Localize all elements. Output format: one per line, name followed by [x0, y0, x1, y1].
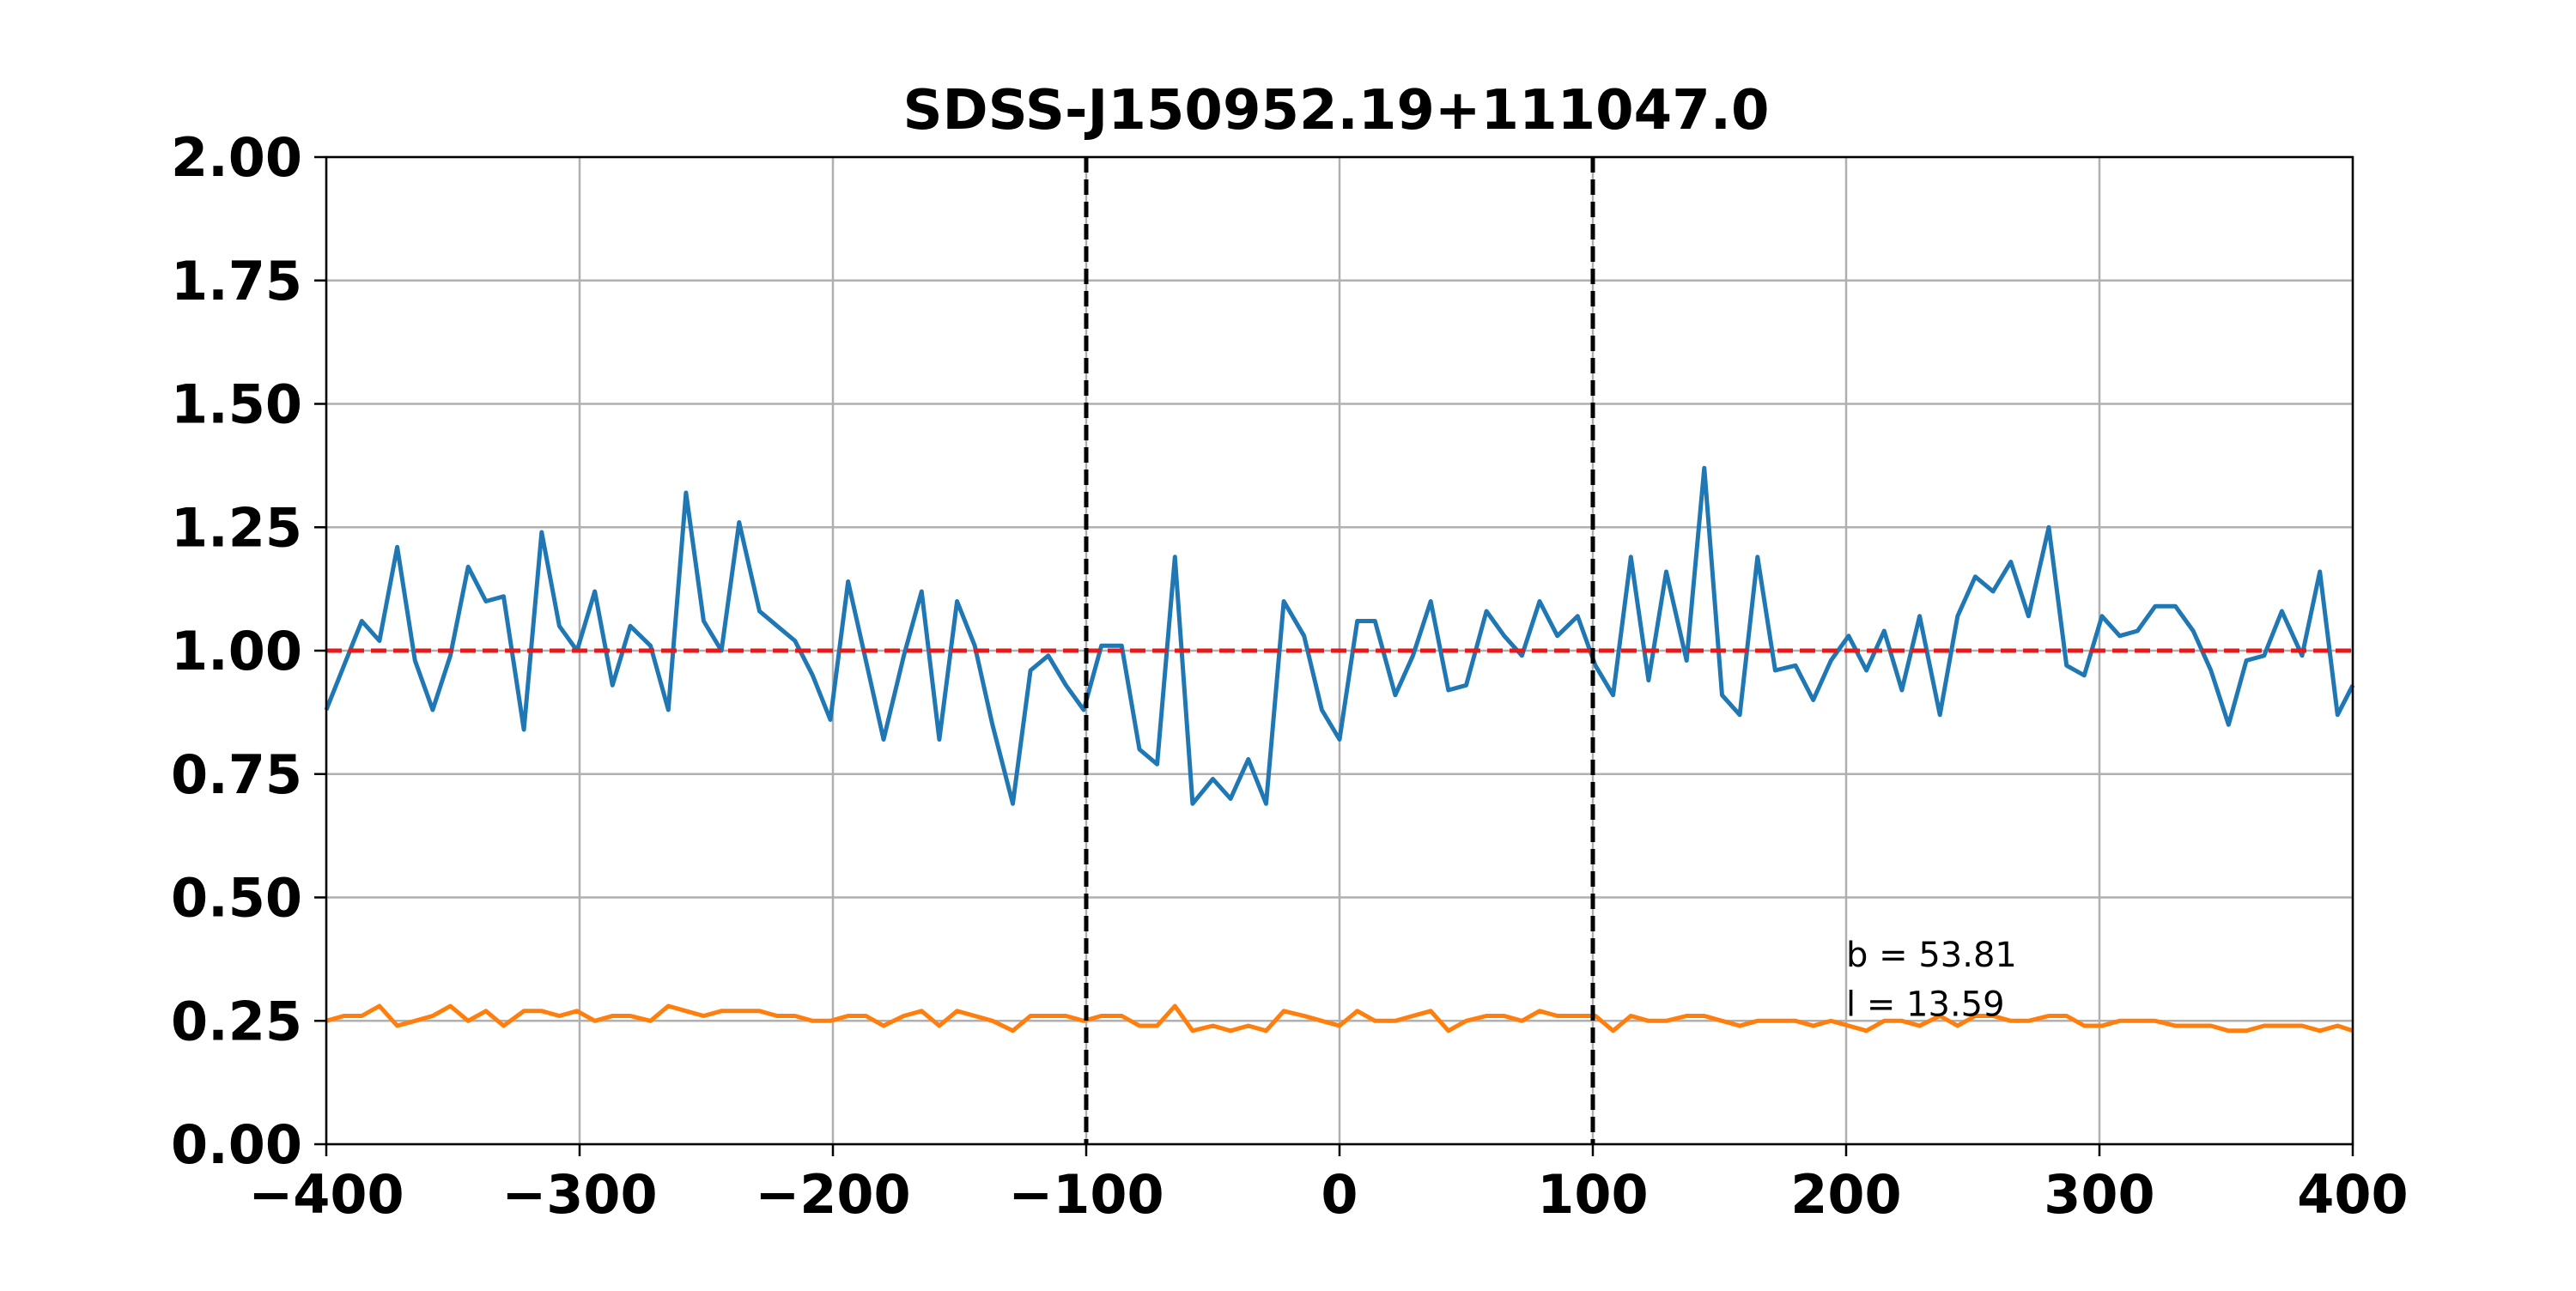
- y-axis-ticks: 0.00 0.25 0.50 0.75 1.00 1.25 1.50 1.75 2.00: [171, 126, 326, 1176]
- y-tick-label-1: 0.25: [171, 990, 302, 1052]
- x-tick-label-8: 400: [2297, 1163, 2408, 1226]
- chart-title: SDSS-J150952.19+111047.0: [902, 79, 1769, 142]
- y-tick-label-3: 0.75: [171, 743, 302, 806]
- series-lines: [324, 465, 2355, 1033]
- series-line-0: [324, 465, 2355, 806]
- y-tick-label-8: 2.00: [171, 126, 302, 189]
- x-tick-label-1: −300: [501, 1163, 657, 1226]
- annotation-text-1: l = 13.59: [1846, 985, 2005, 1025]
- y-tick-label-7: 1.75: [171, 250, 302, 312]
- x-tick-label-6: 200: [1790, 1163, 1901, 1226]
- y-tick-label-2: 0.50: [171, 867, 302, 930]
- x-tick-label-7: 300: [2044, 1163, 2154, 1226]
- x-tick-label-0: −400: [248, 1163, 404, 1226]
- y-tick-label-4: 1.00: [171, 620, 302, 682]
- annotations: b = 53.81 l = 13.59: [1846, 936, 2017, 1025]
- x-axis-ticks: −400 −300 −200 −100 0 100 200 300 400: [248, 1144, 2409, 1226]
- x-tick-label-4: 0: [1321, 1163, 1358, 1226]
- series-line-1: [325, 1003, 2354, 1033]
- reference-lines: [326, 157, 2353, 1144]
- x-tick-label-3: −100: [1008, 1163, 1163, 1226]
- y-tick-label-0: 0.00: [171, 1113, 302, 1176]
- annotation-text-0: b = 53.81: [1846, 936, 2017, 975]
- y-tick-label-5: 1.25: [171, 496, 302, 559]
- x-tick-label-2: −200: [755, 1163, 910, 1226]
- y-tick-label-6: 1.50: [171, 373, 302, 436]
- x-tick-label-5: 100: [1537, 1163, 1648, 1226]
